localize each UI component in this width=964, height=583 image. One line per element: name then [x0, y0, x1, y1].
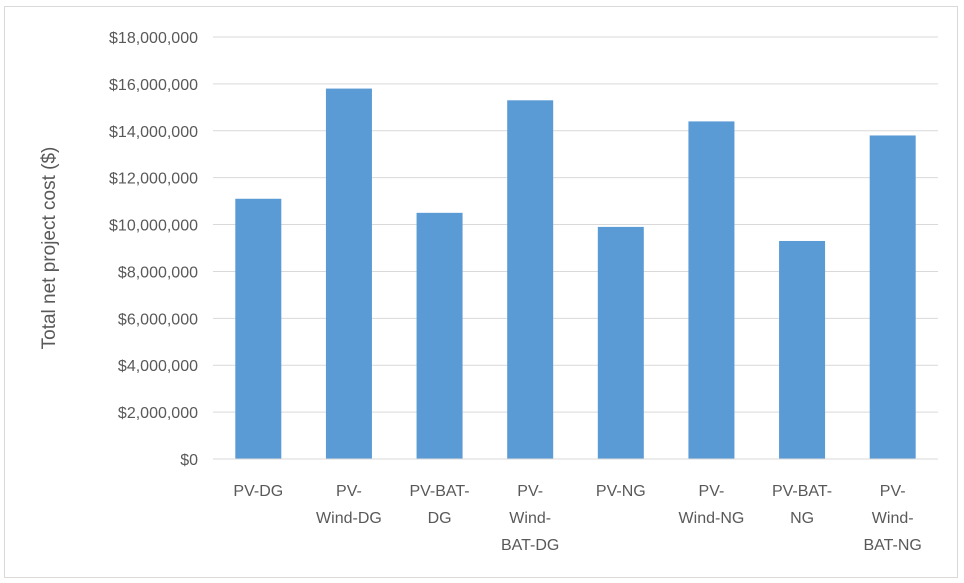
x-category-label-line: BAT-DG	[501, 537, 559, 554]
y-tick-label: $8,000,000	[118, 264, 198, 281]
gridlines	[213, 36, 938, 413]
x-category-label: PV-BAT- DG	[409, 483, 469, 527]
bars	[235, 88, 916, 460]
y-axis-title: Total net project cost ($)	[39, 147, 60, 350]
x-category-label-line: PV-	[699, 483, 725, 500]
x-category-label: PV- Wind-DG	[316, 483, 382, 527]
bar-pv-bat-dg	[416, 212, 463, 459]
x-category-label-line: Wind-NG	[679, 510, 745, 527]
bar-pv-wind-ng	[688, 121, 735, 460]
x-category-label: PV-NG	[596, 483, 646, 500]
x-category-label-line: PV-BAT-	[772, 483, 832, 500]
x-category-label-line: NG	[790, 510, 814, 527]
x-category-label-line: Wind-DG	[316, 510, 382, 527]
x-category-label-line: PV-	[336, 483, 362, 500]
y-axis-tick-labels: $0 $2,000,000 $4,000,000 $6,000,000 $8,000,0…	[109, 30, 198, 469]
bar-pv-wind-bat-dg	[507, 100, 554, 460]
x-category-label-line: Wind-	[872, 510, 914, 527]
y-tick-label: $4,000,000	[118, 358, 198, 375]
x-category-label: PV-BAT- NG	[772, 483, 832, 527]
x-category-label-line: DG	[428, 510, 452, 527]
bar-pv-wind-dg	[325, 88, 372, 460]
x-category-label-line: PV-	[517, 483, 543, 500]
y-tick-label: $6,000,000	[118, 311, 198, 328]
x-category-label: PV- Wind- BAT-DG	[501, 483, 559, 554]
x-category-label-line: Wind-	[509, 510, 551, 527]
bar-pv-ng	[597, 226, 644, 459]
bar-pv-dg	[235, 198, 282, 459]
x-category-label-line: PV-DG	[233, 483, 283, 500]
x-category-label-line: PV-NG	[596, 483, 646, 500]
y-tick-label: $12,000,000	[109, 171, 198, 188]
y-tick-label: $16,000,000	[109, 77, 198, 94]
x-category-label-line: PV-	[880, 483, 906, 500]
x-category-label: PV- Wind-NG	[679, 483, 745, 527]
y-tick-label: $14,000,000	[109, 124, 198, 141]
y-tick-label: $18,000,000	[109, 30, 198, 47]
x-category-label-line: BAT-NG	[864, 537, 922, 554]
bar-pv-wind-bat-ng	[869, 135, 916, 459]
x-category-label: PV- Wind- BAT-NG	[864, 483, 922, 554]
bar-pv-bat-ng	[779, 240, 826, 459]
x-axis-category-labels: PV-DG PV-Wind-DGPV-BAT-DGPV-Wind-BAT-DGPV…	[233, 483, 921, 554]
y-tick-label: $2,000,000	[118, 405, 198, 422]
x-category-label-line: PV-BAT-	[409, 483, 469, 500]
y-tick-label: $0	[180, 452, 198, 469]
x-category-label: PV-DG	[233, 483, 283, 500]
y-tick-label: $10,000,000	[109, 218, 198, 235]
